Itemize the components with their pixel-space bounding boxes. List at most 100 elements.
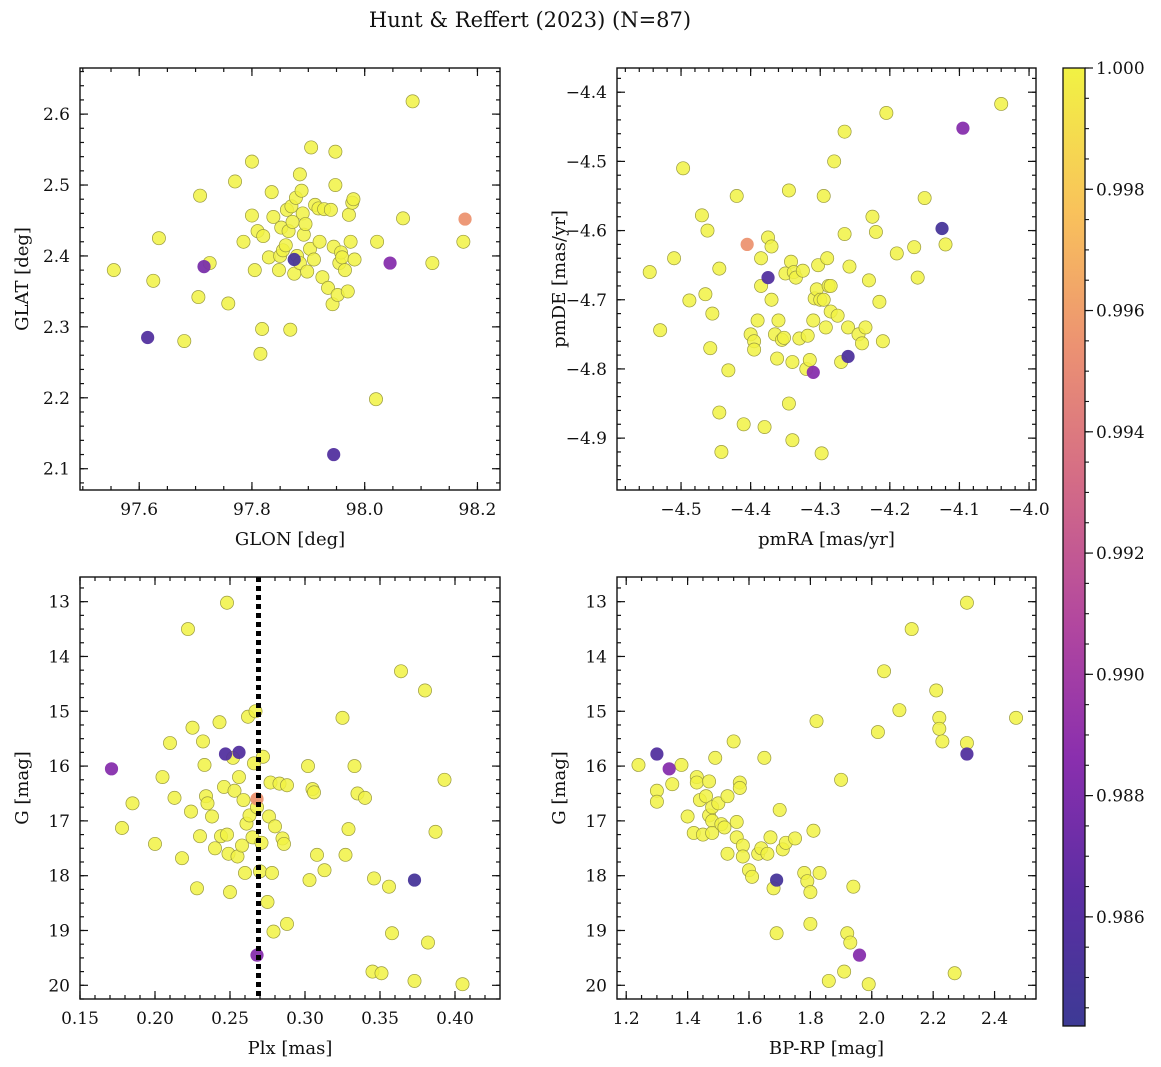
data-point [694,208,709,223]
y-axis-label: G [mag] [549,751,570,824]
data-point [407,873,422,887]
x-tick-label: 2.2 [920,1009,947,1029]
data-point [223,885,237,900]
data-point [294,183,309,198]
data-point [232,770,246,784]
data-point [310,847,324,862]
x-axis-label: BP-RP [mag] [769,1038,884,1059]
x-tick-label: 1.4 [674,1009,701,1029]
data-point [892,703,907,718]
data-point [760,846,775,861]
data-point [757,420,772,434]
data-point [268,819,282,834]
data-point [772,802,787,817]
y-tick-label: 14 [48,647,70,667]
data-point [218,747,233,761]
y-tick-label: −4.8 [566,360,607,380]
x-axis-label: GLON [deg] [235,529,345,550]
y-tick-label: −4.7 [566,291,607,311]
axis-ticks [617,577,1036,1000]
figure-title: Hunt & Reffert (2023) (N=87) [369,8,691,32]
data-point [301,759,315,774]
y-axis-label: pmDE [mas/yr] [549,210,570,348]
data-point [676,161,691,176]
data-point [806,313,821,328]
data-point [806,365,820,379]
data-point [238,865,252,880]
colorbar-tick-label: 0.988 [1096,787,1145,807]
y-tick-label: 13 [585,593,607,613]
data-point [256,229,271,244]
data-point [255,322,270,336]
data-point [184,804,198,819]
data-point [328,178,343,192]
y-tick-label: 2.6 [43,105,70,125]
data-point [272,263,286,278]
data-point [220,827,234,842]
data-point [104,762,119,776]
data-point [764,292,779,307]
y-tick-label: 2.4 [43,247,70,267]
data-point [750,313,765,328]
data-point [232,745,246,759]
data-point [689,775,704,790]
data-point [674,758,689,772]
data-point [711,796,726,811]
data-point [148,836,162,851]
data-point [167,790,182,805]
data-point [196,734,210,749]
x-tick-label: 0.15 [61,1009,99,1029]
data-point [335,710,350,725]
data-point [212,715,227,730]
scatter-points [631,595,1023,992]
data-point [947,966,962,981]
data-point [907,240,922,255]
y-tick-label: 2.2 [43,389,70,409]
data-point [879,106,894,120]
data-point [823,278,838,293]
data-point [321,280,336,295]
data-point [151,231,166,246]
data-point [855,336,869,351]
data-point [458,212,472,226]
x-tick-label: −4.5 [660,500,701,520]
data-point [421,935,435,950]
data-point [735,849,750,864]
data-point [425,256,440,270]
data-point [163,736,177,751]
data-point [769,926,784,941]
panel-top-right: −4.5 −4.4 −4.3 −4.2 −4.1 −4.0 −4.9 −4.8 −4.7 −4.6… [549,67,1050,550]
data-point [382,879,396,894]
x-axis-label: Plx [mas] [248,1038,333,1059]
scatter-points [642,97,1009,461]
y-tick-label: 18 [48,867,70,887]
data-point [994,97,1009,111]
data-point [720,789,735,804]
data-point [266,924,281,939]
data-point [929,683,944,698]
data-point [712,405,727,420]
data-point [754,251,769,266]
data-point [220,595,234,610]
data-point [155,770,170,784]
x-tick-label: −4.4 [730,500,771,520]
data-point [405,94,420,109]
x-tick-label: −4.3 [800,500,841,520]
data-point [197,259,211,274]
data-point [889,246,904,261]
data-point [228,174,242,189]
scatter-points [104,595,470,992]
data-point [956,121,970,135]
data-point [278,238,293,253]
data-point [777,330,791,345]
data-point [304,140,319,155]
data-point [816,189,831,203]
data-point [959,595,974,610]
data-point [280,916,294,931]
axis-ticks [617,68,1036,490]
data-point [247,263,262,278]
data-point [665,777,680,792]
colorbar-gradient [1063,68,1085,1026]
data-point [729,189,744,203]
